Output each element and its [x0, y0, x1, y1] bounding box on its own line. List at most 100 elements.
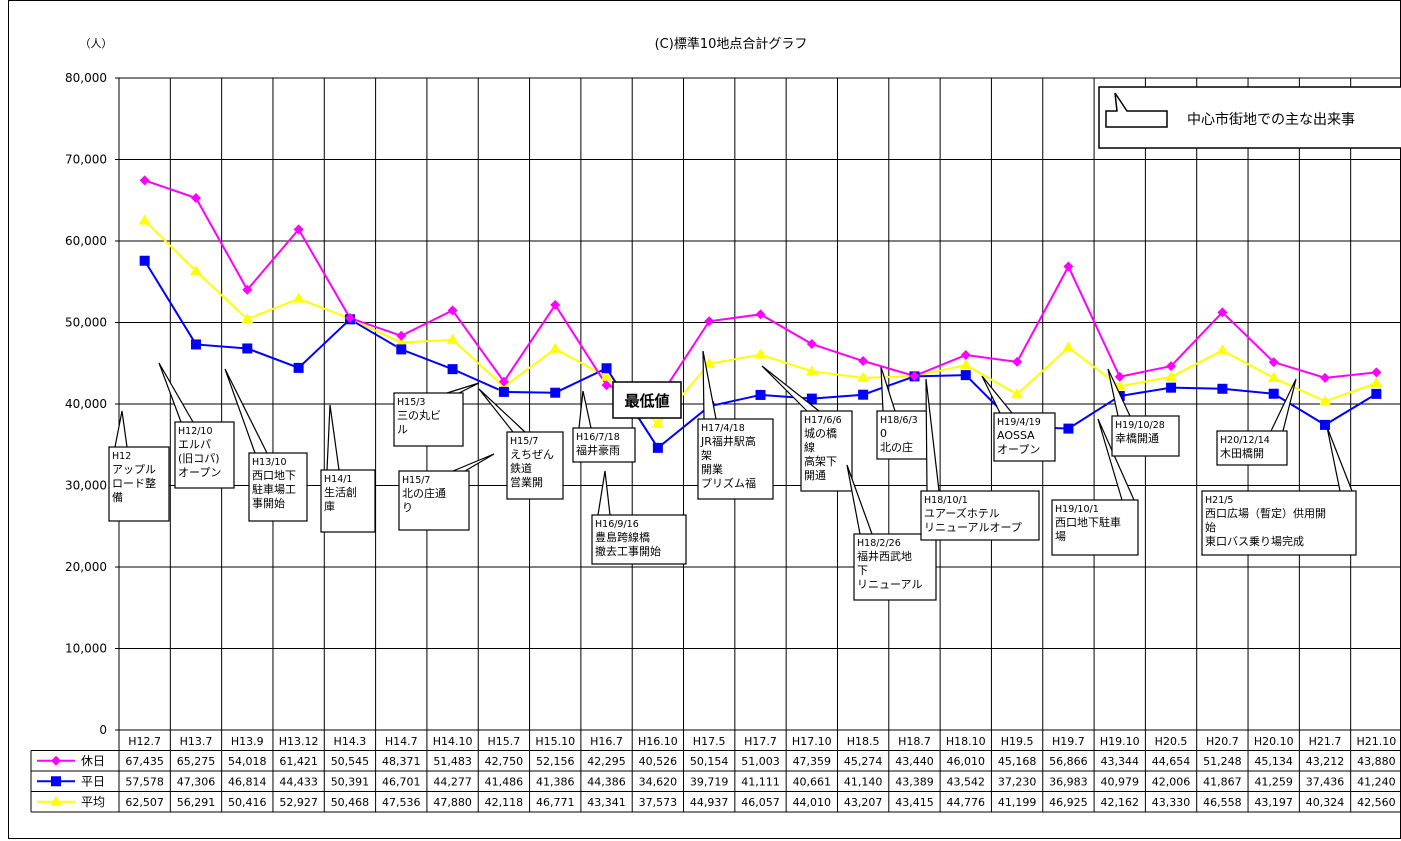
callout-text: 0: [880, 427, 887, 440]
event-callouts: H12アップルロード整備H12/10エルパ(旧コパ)オープンH13/10西口地下…: [108, 350, 1357, 601]
data-value-cell: 50,391: [331, 775, 370, 788]
data-value-cell: 67,435: [125, 755, 164, 768]
data-point-平日: [550, 387, 561, 398]
callout-text: 始: [1205, 520, 1216, 534]
category-label: H14.7: [385, 735, 418, 748]
callout-text: リニューアル: [857, 578, 922, 591]
data-value-cell: 54,018: [228, 755, 267, 768]
data-point-休日: [909, 370, 920, 381]
data-point-平日: [806, 393, 817, 404]
data-value-cell: 44,277: [433, 775, 472, 788]
callout-text: H21/5: [1205, 495, 1233, 506]
category-label: H19.5: [1001, 735, 1034, 748]
data-value-cell: 46,558: [1203, 796, 1242, 809]
data-value-cell: 46,010: [947, 755, 986, 768]
data-value-cell: 56,291: [177, 796, 216, 809]
data-value-cell: 61,421: [279, 755, 318, 768]
callout-text: 三の丸ビ: [397, 409, 441, 422]
callout-text: 西口地下駐車: [1055, 515, 1121, 529]
y-axis-unit: （人）: [80, 37, 113, 50]
data-point-休日: [704, 316, 715, 327]
callout-text: H16/7/18: [576, 432, 620, 443]
data-point-休日: [139, 175, 150, 186]
data-value-cell: 50,468: [331, 796, 370, 809]
callout-text: 庫: [324, 499, 335, 513]
data-value-cell: 51,248: [1203, 755, 1242, 768]
data-point-平均: [1165, 370, 1178, 381]
data-value-cell: 44,776: [947, 796, 986, 809]
callout-text: 西口地下: [252, 469, 296, 482]
callout-text: H18/6/3: [880, 415, 918, 426]
callout-text: H19/4/19: [997, 417, 1041, 428]
callout-text: プリズム福: [701, 476, 756, 490]
data-point-平日: [242, 343, 253, 354]
y-axis-ticks: 0 10,000 20,000 30,000 40,000 50,000 60,000 70,…: [65, 71, 107, 737]
data-value-cell: 40,526: [639, 755, 678, 768]
data-value-cell: 57,578: [125, 775, 164, 788]
data-value-cell: 43,212: [1306, 755, 1345, 768]
callout-text: JR福井駅高: [700, 434, 756, 448]
data-value-cell: 42,750: [485, 755, 524, 768]
y-tick-label: 80,000: [65, 71, 107, 85]
data-point-平日: [447, 364, 458, 375]
callout-text: (旧コパ): [178, 452, 220, 465]
category-label: H17.5: [693, 735, 726, 748]
callout-text: えちぜん: [510, 448, 554, 461]
category-label: H15.7: [488, 735, 521, 748]
callout-text: 城の橋: [804, 426, 837, 440]
callout-text: H17/6/6: [804, 415, 842, 426]
data-value-cell: 47,359: [793, 755, 832, 768]
data-value-cell: 47,536: [382, 796, 421, 809]
callout-text: アップル: [112, 463, 156, 476]
callout-text: 幸橋開通: [1115, 431, 1159, 445]
category-label: H16.10: [638, 735, 678, 748]
callout-text: 西口広場（暫定）供用開: [1205, 506, 1326, 520]
category-label: H13.9: [231, 735, 264, 748]
legend-marker: [50, 795, 62, 806]
data-point-休日: [1371, 367, 1382, 378]
data-point-休日: [960, 350, 971, 361]
data-value-cell: 40,661: [793, 775, 832, 788]
category-label: H19.10: [1100, 735, 1140, 748]
data-point-平日: [755, 389, 766, 400]
data-point-平均: [446, 333, 459, 344]
data-value-cell: 42,560: [1357, 796, 1396, 809]
data-point-休日: [344, 313, 355, 324]
callout-text: 生活創: [324, 485, 357, 499]
data-value-cell: 43,880: [1357, 755, 1396, 768]
data-point-平均: [1062, 341, 1075, 352]
data-value-cell: 42,162: [1100, 796, 1139, 809]
category-label: H16.7: [590, 735, 623, 748]
data-value-cell: 43,330: [1152, 796, 1191, 809]
data-point-平均: [1370, 377, 1383, 388]
data-value-cell: 43,207: [844, 796, 883, 809]
data-value-cell: 46,771: [536, 796, 575, 809]
data-point-休日: [755, 309, 766, 320]
callout-text: リニューアルオープ: [924, 521, 1022, 534]
data-point-平日: [1166, 382, 1177, 393]
data-point-平日: [960, 370, 971, 381]
callout-text: 北の庄: [880, 440, 913, 454]
data-value-cell: 41,111: [741, 775, 780, 788]
event-legend-label: 中心市街地での主な出来事: [1187, 111, 1355, 128]
category-label: H21.7: [1309, 735, 1342, 748]
minimum-value-box: 最低値: [612, 381, 682, 419]
data-point-休日: [1063, 261, 1074, 272]
data-value-cell: 41,867: [1203, 775, 1242, 788]
data-point-平均: [1216, 344, 1229, 355]
data-value-cell: 42,118: [485, 796, 524, 809]
callout-text: 豊島跨線橋: [595, 530, 650, 544]
callout-text: 木田橋開: [1220, 446, 1264, 460]
series-name: 平均: [81, 795, 105, 809]
data-value-cell: 42,295: [587, 755, 626, 768]
data-point-休日: [1114, 371, 1125, 382]
callout-text: 北の庄通: [402, 486, 446, 500]
data-point-平均: [138, 214, 151, 225]
data-point-休日: [601, 380, 612, 391]
callout-text: 福井豪雨: [576, 443, 620, 457]
